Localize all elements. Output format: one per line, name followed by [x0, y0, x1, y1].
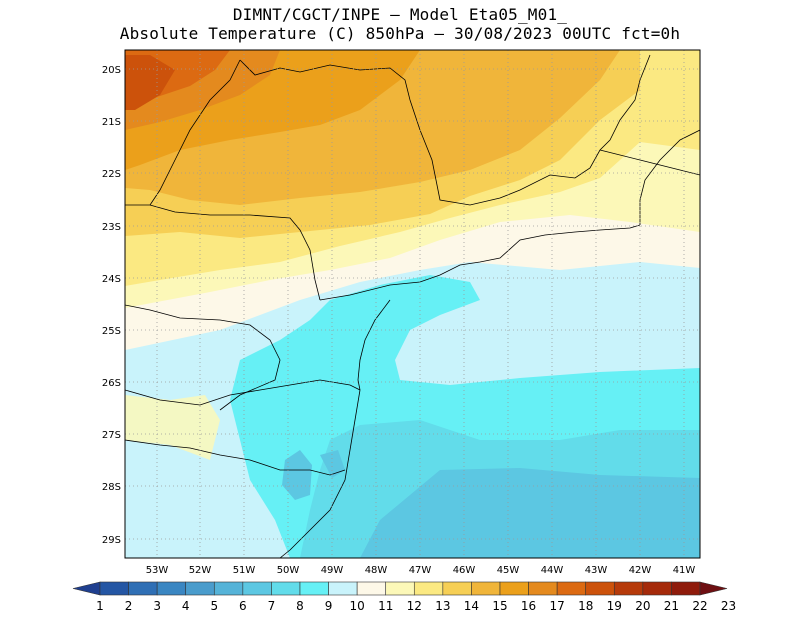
- map-frame: [124, 49, 701, 559]
- colorbar-swatch: [413, 581, 444, 596]
- colorbar-label: 17: [550, 599, 565, 613]
- latitude-labels: 20S 21S 22S 23S 24S 25S 26S 27S 28S 29S: [102, 65, 121, 546]
- colorbar-label: 16: [521, 599, 536, 613]
- colorbar-labels: 1 2 3 4 5 6 7 8 9 10 11 12 13 14 15 16 17 18 19 20 21 22 23: [96, 599, 736, 613]
- colorbar-label: 18: [578, 599, 593, 613]
- lon-label-51w: 51W: [233, 565, 256, 576]
- grid-lines: [125, 50, 700, 558]
- colorbar-label: 22: [692, 599, 707, 613]
- lat-label-29s: 29S: [102, 535, 121, 546]
- lat-label-28s: 28S: [102, 482, 121, 493]
- colorbar-label: 20: [635, 599, 650, 613]
- lat-label-23s: 23S: [102, 222, 121, 233]
- colorbar-swatch: [271, 581, 301, 596]
- lon-label-48w: 48W: [365, 565, 388, 576]
- colorbar-swatch: [328, 581, 358, 596]
- colorbar-label: 15: [492, 599, 507, 613]
- colorbar-swatch: [299, 581, 329, 596]
- colorbar-label: 21: [664, 599, 679, 613]
- colorbar-swatch: [128, 581, 158, 596]
- longitude-labels: 53W 52W 51W 50W 49W 48W 47W 46W 45W 44W …: [146, 565, 696, 576]
- colorbar-label: 9: [325, 599, 333, 613]
- colorbar-swatch: [99, 581, 129, 596]
- colorbar-swatch: [442, 581, 472, 596]
- colorbar-swatch: [499, 581, 529, 596]
- colorbar-swatch: [385, 581, 415, 596]
- colorbar-swatch: [156, 581, 187, 596]
- map-title-line1: DIMNT/CGCT/INPE — Model Eta05_M01_: [232, 5, 568, 24]
- colorbar-swatch: [471, 581, 501, 596]
- colorbar-label: 11: [378, 599, 393, 613]
- colorbar-low-arrow: [72, 581, 101, 596]
- colorbar-swatch: [356, 581, 387, 596]
- lon-label-43w: 43W: [585, 565, 608, 576]
- colorbar-swatch: [585, 581, 615, 596]
- colorbar-label: 14: [464, 599, 479, 613]
- colorbar-swatch: [528, 581, 558, 596]
- colorbar-label: 5: [210, 599, 218, 613]
- lat-label-26s: 26S: [102, 378, 121, 389]
- colorbar-label: 13: [435, 599, 450, 613]
- lon-label-45w: 45W: [497, 565, 520, 576]
- lon-label-52w: 52W: [189, 565, 212, 576]
- map-title-line2: Absolute Temperature (C) 850hPa — 30/08/…: [119, 24, 681, 43]
- lat-label-27s: 27S: [102, 430, 121, 441]
- colorbar-swatch: [213, 581, 244, 596]
- lon-label-42w: 42W: [629, 565, 652, 576]
- lat-label-21s: 21S: [102, 117, 121, 128]
- colorbar-swatch: [642, 581, 672, 596]
- colorbar-label: 8: [296, 599, 304, 613]
- colorbar-swatch: [556, 581, 587, 596]
- colorbar-label: 3: [153, 599, 161, 613]
- colorbar-label: 19: [607, 599, 622, 613]
- colorbar-label: 10: [350, 599, 365, 613]
- colorbar-label: 7: [268, 599, 276, 613]
- lon-label-44w: 44W: [541, 565, 564, 576]
- lon-label-53w: 53W: [146, 565, 169, 576]
- colorbar: [72, 581, 728, 596]
- colorbar-swatch: [671, 581, 701, 596]
- lon-label-47w: 47W: [409, 565, 432, 576]
- lon-label-41w: 41W: [673, 565, 696, 576]
- colorbar-swatch: [613, 581, 644, 596]
- lon-label-46w: 46W: [453, 565, 476, 576]
- colorbar-label: 6: [239, 599, 247, 613]
- lon-label-49w: 49W: [321, 565, 344, 576]
- colorbar-label: 4: [182, 599, 190, 613]
- lat-label-24s: 24S: [102, 274, 121, 285]
- colorbar-label: 2: [125, 599, 133, 613]
- lat-label-25s: 25S: [102, 326, 121, 337]
- colorbar-swatch: [242, 581, 272, 596]
- colorbar-high-arrow: [699, 581, 728, 596]
- colorbar-label: 12: [407, 599, 422, 613]
- colorbar-swatch: [185, 581, 215, 596]
- lon-label-50w: 50W: [277, 565, 300, 576]
- colorbar-label: 23: [721, 599, 736, 613]
- lat-label-20s: 20S: [102, 65, 121, 76]
- temperature-field: [125, 50, 700, 558]
- colorbar-label: 1: [96, 599, 104, 613]
- lat-label-22s: 22S: [102, 169, 121, 180]
